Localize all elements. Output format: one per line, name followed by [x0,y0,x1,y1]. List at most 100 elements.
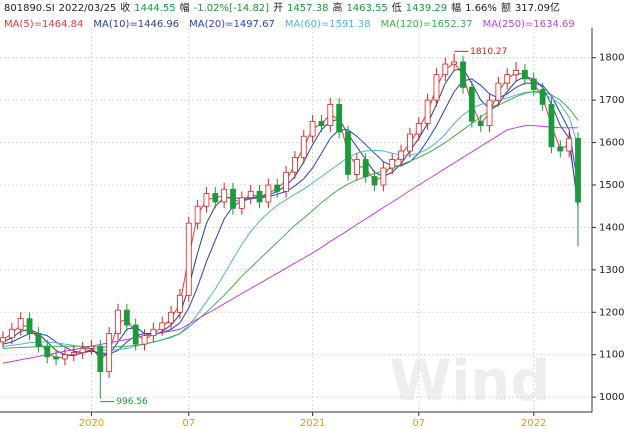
candle-body [132,324,139,345]
candle-body [212,193,219,203]
candle-body [557,146,564,152]
header-item: 801890.SI [4,3,55,14]
header-item: -1.02%[-14.82] [194,3,270,14]
header-item: 低 [392,1,402,14]
candle-body [238,197,245,209]
candle-body [106,333,113,373]
header-item: 高 [332,1,342,14]
candle-body [300,135,307,158]
candle-body [566,137,573,152]
header-item: 1.66% [465,3,497,14]
candle-body [575,137,581,203]
x-tick-label: 07 [412,418,425,429]
candle-body [309,120,316,137]
candle-body [185,222,192,296]
header-item: 2022/03/25 [59,3,117,14]
candle-body [159,322,166,330]
candle-body [407,133,413,152]
candle-body [292,157,298,173]
candle-body [150,328,157,337]
legend-entry: MA(120)=1652.37 [381,19,473,30]
candle-body [336,103,343,133]
legend: MA(5)=1464.84 MA(10)=1446.96 MA(20)=1497.6… [4,19,575,30]
candle-body [380,167,387,186]
candle-body [345,131,351,175]
header-item: 开 [273,3,283,14]
candle-body [115,309,121,334]
candle-body [177,294,183,313]
y-tick-label: 1100 [599,350,624,361]
candle-body [415,123,422,135]
candle-body [504,74,511,84]
candle-body [123,309,130,326]
ma-line [2,91,579,352]
x-tick-label: 2020 [79,418,104,429]
y-tick-label: 1700 [599,95,624,106]
header-item: 额 [501,1,511,14]
candle-body [530,78,537,90]
legend-entry: MA(10)=1446.96 [93,19,179,30]
candle-body [256,190,263,203]
candle-body [548,103,555,148]
candle-body [513,70,519,76]
header-item: 幅 [451,1,461,14]
y-tick-label: 1300 [599,265,624,276]
watermark: Wind [390,349,551,414]
candle-body [230,188,236,209]
y-tick-label: 1500 [599,180,624,191]
candle-body [70,352,77,356]
candle-body [318,120,325,126]
candle-body [424,99,431,124]
candle-body [451,61,458,65]
candle-body [468,87,475,122]
y-tick-label: 1600 [599,138,624,149]
candle-body [433,74,440,101]
candle-body [141,335,148,345]
header: 801890.SI 2022/03/25 收 1444.55 幅 -1.02%[-14.8… [4,1,560,14]
x-tick-label: 2022 [521,418,546,429]
candle-body [88,345,95,349]
annotation: 996.56 [116,397,148,407]
candle-body [247,190,254,199]
candle-body [353,159,360,175]
header-item: 1457.38 [287,3,328,14]
candle-body [62,354,68,360]
header-item: 317.09亿 [515,1,560,14]
candle-body [265,184,272,203]
legend-entry: MA(60)=1591.38 [285,19,371,30]
candle-body [44,345,51,358]
candle-body [327,103,334,126]
candle-body [539,89,546,105]
candle-body [389,159,396,169]
candle-body [221,188,228,203]
header-item: 1463.55 [346,3,387,14]
candle-body [460,61,466,88]
candle-body [97,345,104,373]
candle-body [371,176,378,186]
header-item: 1444.55 [134,3,175,14]
header-item: 幅 [180,1,190,14]
candle-body [442,63,449,76]
y-tick-label: 1000 [599,392,624,403]
candle-body [35,333,42,347]
x-tick-label: 07 [182,418,195,429]
header-item: 1439.29 [406,3,447,14]
candle-body [477,120,484,126]
candle-body [168,311,174,324]
candle-body [495,82,502,101]
candle-body [26,318,33,334]
y-tick-label: 1200 [599,307,624,318]
legend-entry: MA(20)=1497.67 [189,19,275,30]
candle-body [522,70,528,80]
header-item: 收 [120,1,130,14]
legend-entry: MA(5)=1464.84 [4,19,83,30]
ma-line [2,91,579,349]
candle-body [17,318,24,330]
x-tick-label: 2021 [300,418,325,429]
candle-body [398,150,404,160]
candle-body [203,193,210,207]
ma-line [2,125,579,364]
candle-body [79,347,86,353]
legend-entry: MA(250)=1634.69 [483,19,575,30]
